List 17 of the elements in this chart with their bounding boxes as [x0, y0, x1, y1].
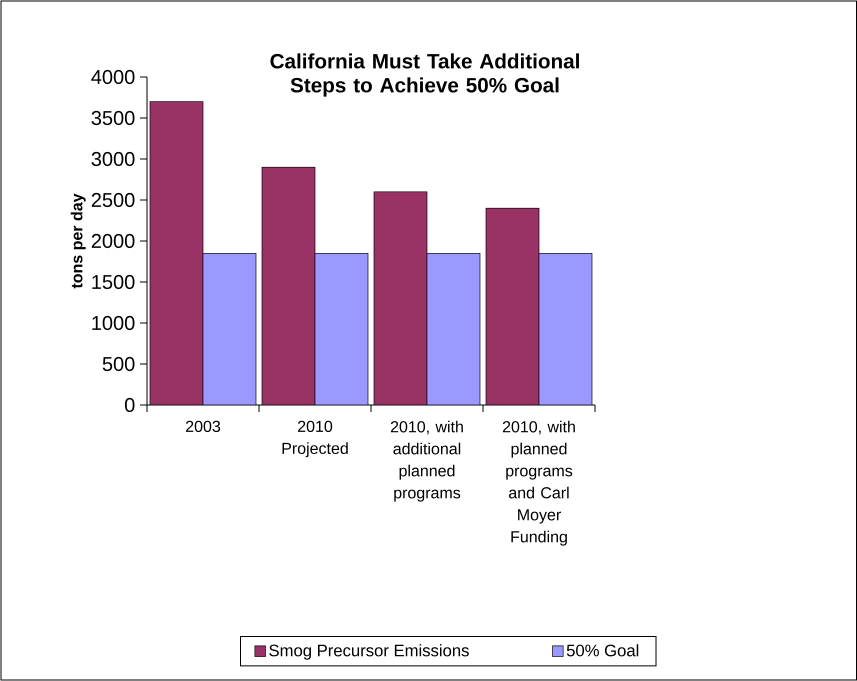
x-tick-label: 2003 [186, 420, 220, 432]
legend-label: Smog Precursor Emissions [269, 644, 469, 660]
legend-label: 50% Goal [566, 644, 638, 656]
y-tick-label: 1000 [92, 316, 134, 330]
y-tick-label: 0 [124, 398, 134, 412]
y-axis-title: tons per day [70, 194, 86, 288]
y-tick-label: 1500 [92, 274, 134, 290]
x-tick-label: 2010 Projected [282, 420, 348, 458]
y-tick-label: 4000 [91, 70, 134, 84]
y-tick-label: 3000 [92, 152, 134, 166]
chart-title: California Must Take Additional Steps to Achieve 50% Goal [270, 53, 579, 97]
x-tick-label: 2010, with planned programs and Carl Moyer Funding [502, 420, 575, 546]
y-tick-label: 2000 [92, 234, 134, 248]
y-tick-label: 500 [102, 356, 134, 372]
x-tick-label: 2010, with additional planned programs [390, 420, 463, 502]
y-tick-label: 3500 [92, 110, 134, 126]
y-tick-label: 2500 [92, 192, 134, 208]
